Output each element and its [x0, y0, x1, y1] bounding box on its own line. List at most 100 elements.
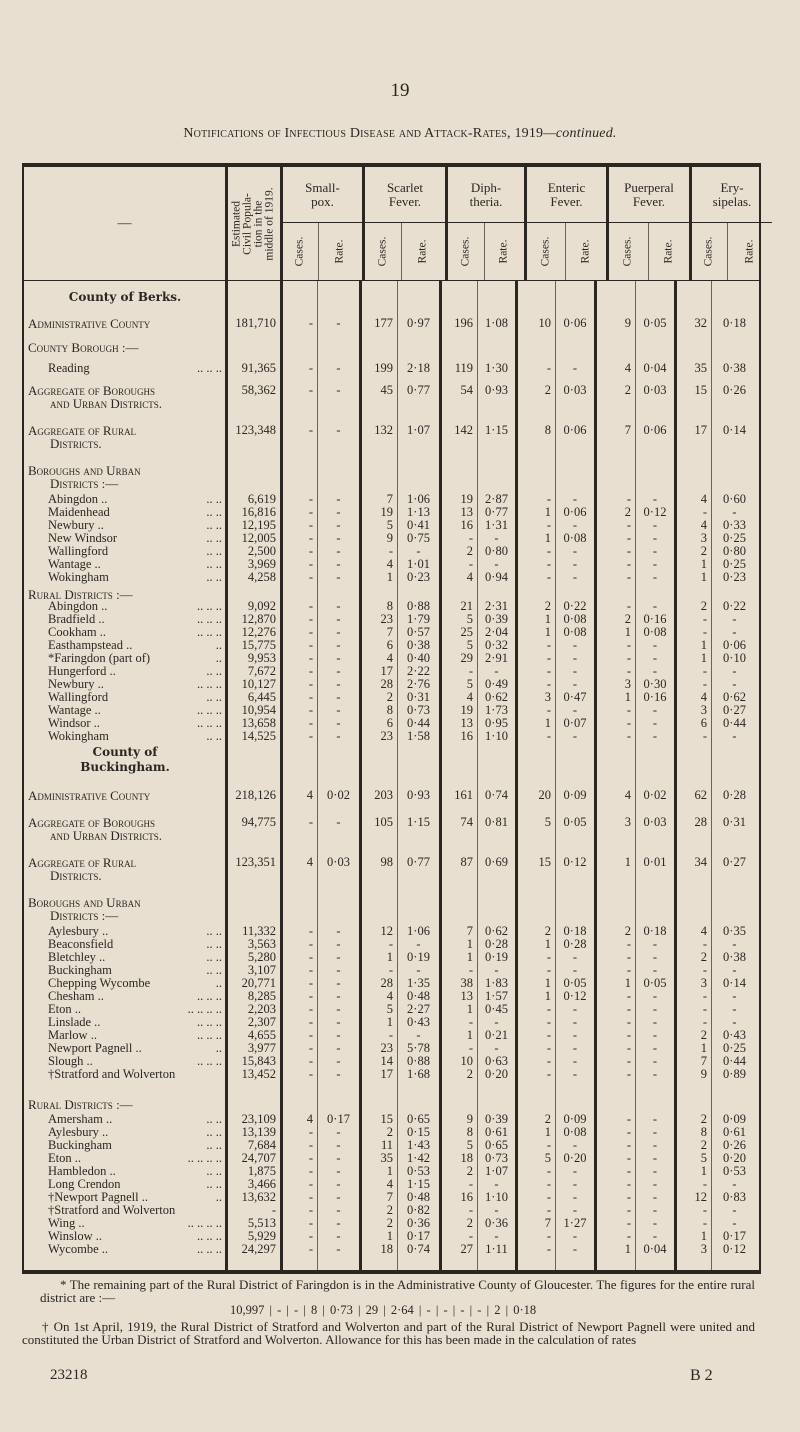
row-label: Newbury ..: [48, 518, 104, 532]
cases-cell: 2: [677, 600, 712, 613]
cases-cell: 21: [442, 600, 478, 613]
rate-cell: [398, 743, 442, 783]
rate-cell: -: [556, 1042, 597, 1055]
population-cell: 12,195: [228, 519, 283, 532]
rate-cell: -: [318, 925, 362, 938]
rate-cell: 0·08: [636, 626, 677, 639]
cases-cell: -: [518, 964, 556, 977]
rate-cell: [556, 1081, 597, 1113]
rate-cell: 0·65: [478, 1139, 518, 1152]
cases-cell: -: [442, 558, 478, 571]
rate-cell: -: [556, 1003, 597, 1016]
cases-cell: 1: [362, 1165, 398, 1178]
population-cell: [228, 889, 283, 925]
row-name-cell: Administrative County: [24, 311, 228, 337]
cases-cell: -: [518, 704, 556, 717]
rate-cell: 0·44: [723, 1054, 746, 1068]
row-name-cell: Wantage .. .. .. ..: [24, 704, 228, 717]
cases-cell: -: [597, 665, 636, 678]
rate-cell: 0·38: [398, 639, 442, 652]
cases-cell: 4: [677, 519, 712, 532]
rate-cell: 0·03: [636, 809, 677, 849]
table-row-item: Buckingham.. .. 7,684- -11 1·43 5 0·65- - - -2 0·…: [24, 1139, 759, 1152]
rate-cell: 0·15: [398, 1126, 442, 1139]
row-name-cell: Easthampstead ....: [24, 639, 228, 652]
cases-cell: -: [518, 1191, 556, 1204]
table-row-agg: Aggregate of Rural Districts. 123,351 4 0·03…: [24, 849, 759, 889]
rate-cell: -: [636, 1178, 677, 1191]
rate-cell: -: [318, 1029, 362, 1042]
row-name-cell: Rural Districts :—: [24, 1081, 228, 1113]
row-label: Long Crendon: [48, 1177, 121, 1191]
cases-cell: 87: [442, 849, 478, 889]
rate-cell: [712, 584, 757, 600]
rate-cell: -: [636, 532, 677, 545]
table-row-item: Bletchley .... .. 5,280- -1 0·19 1 0·19- - - -2 0…: [24, 951, 759, 964]
cases-cell: 2: [597, 377, 636, 417]
rate-cell: [478, 584, 518, 600]
cases-cell: -: [597, 1068, 636, 1081]
population-cell: 20,771: [228, 977, 283, 990]
cases-cell: 3: [597, 809, 636, 849]
leader-dots: .. ..: [206, 531, 222, 545]
rate-cell: 0·23: [723, 570, 746, 584]
cases-cell: -: [597, 1204, 636, 1217]
cases-cell: 142: [442, 417, 478, 457]
cases-cell: -: [518, 951, 556, 964]
table-row-item: Newbury .... .. 12,195- -5 0·41 16 1·31- - - -4 0…: [24, 519, 759, 532]
rate-cell: 0·08: [556, 626, 597, 639]
cases-cell: 98: [362, 849, 398, 889]
cases-cell: -: [677, 938, 712, 951]
cases-cell: -: [283, 613, 318, 626]
population-cell: 3,563: [228, 938, 283, 951]
cases-cell: -: [597, 1165, 636, 1178]
table-row-item: Bradfield .... .. .. 12,870- -23 1·79 5 0·39 1…: [24, 613, 759, 626]
cases-cell: 2: [677, 545, 712, 558]
rate-cell: -: [732, 664, 737, 678]
row-name-cell: Winslow .. .. .. ..: [24, 1230, 228, 1243]
row-name-cell: Newbury .. .. ..: [24, 519, 228, 532]
rate-cell: -: [398, 938, 442, 951]
row-label: Cookham ..: [48, 625, 106, 639]
rate-cell: 0·22: [723, 599, 746, 613]
rate-cell: 0·49: [478, 678, 518, 691]
row-label-continued: Districts :—: [50, 908, 119, 923]
row-label: New Windsor: [48, 531, 118, 545]
rate-cell: 2·87: [478, 493, 518, 506]
empty-cell: [478, 1256, 518, 1270]
rate-cell: 0·27: [723, 855, 746, 869]
rate-cell: -: [732, 963, 737, 977]
rate-cell: [398, 457, 442, 493]
rate-cell: 0·09: [556, 1113, 597, 1126]
cases-cell: 35: [677, 357, 712, 377]
cases-cell: 5: [442, 678, 478, 691]
row-name-cell: *Faringdon (part of)..: [24, 652, 228, 665]
row-label: Wing ..: [48, 1216, 85, 1230]
cases-cell: -: [283, 1068, 318, 1081]
row-label: Wallingford: [48, 690, 109, 704]
rate-cell: -: [556, 519, 597, 532]
rate-cell: [556, 889, 597, 925]
population-cell: [228, 743, 283, 783]
table-row-section: County Borough :—: [24, 337, 759, 357]
cases-cell: 2: [518, 600, 556, 613]
population-cell: 4,655: [228, 1029, 283, 1042]
rate-cell: 0·61: [723, 1125, 746, 1139]
cases-cell: -: [518, 1204, 556, 1217]
rate-cell: 0·03: [636, 377, 677, 417]
rate-cell: 0·74: [478, 783, 518, 809]
cases-cell: -: [283, 730, 318, 743]
table-row-item: Wokingham.. .. 4,258- -1 0·23 4 0·94- - - -1 0·23: [24, 571, 759, 584]
rate-cell: -: [398, 545, 442, 558]
rate-cell: -: [556, 493, 597, 506]
rate-cell: -: [318, 678, 362, 691]
cases-cell: 45: [362, 377, 398, 417]
rate-cell: -: [556, 558, 597, 571]
rate-cell: 1·31: [478, 519, 518, 532]
population-cell: 6,445: [228, 691, 283, 704]
cases-cell: -: [283, 977, 318, 990]
cases-cell: 18: [362, 1243, 398, 1256]
row-label: Aggregate of Boroughs: [28, 383, 156, 398]
row-label: Eton ..: [48, 1151, 81, 1165]
row-name-cell: County of Berks.: [24, 281, 228, 311]
